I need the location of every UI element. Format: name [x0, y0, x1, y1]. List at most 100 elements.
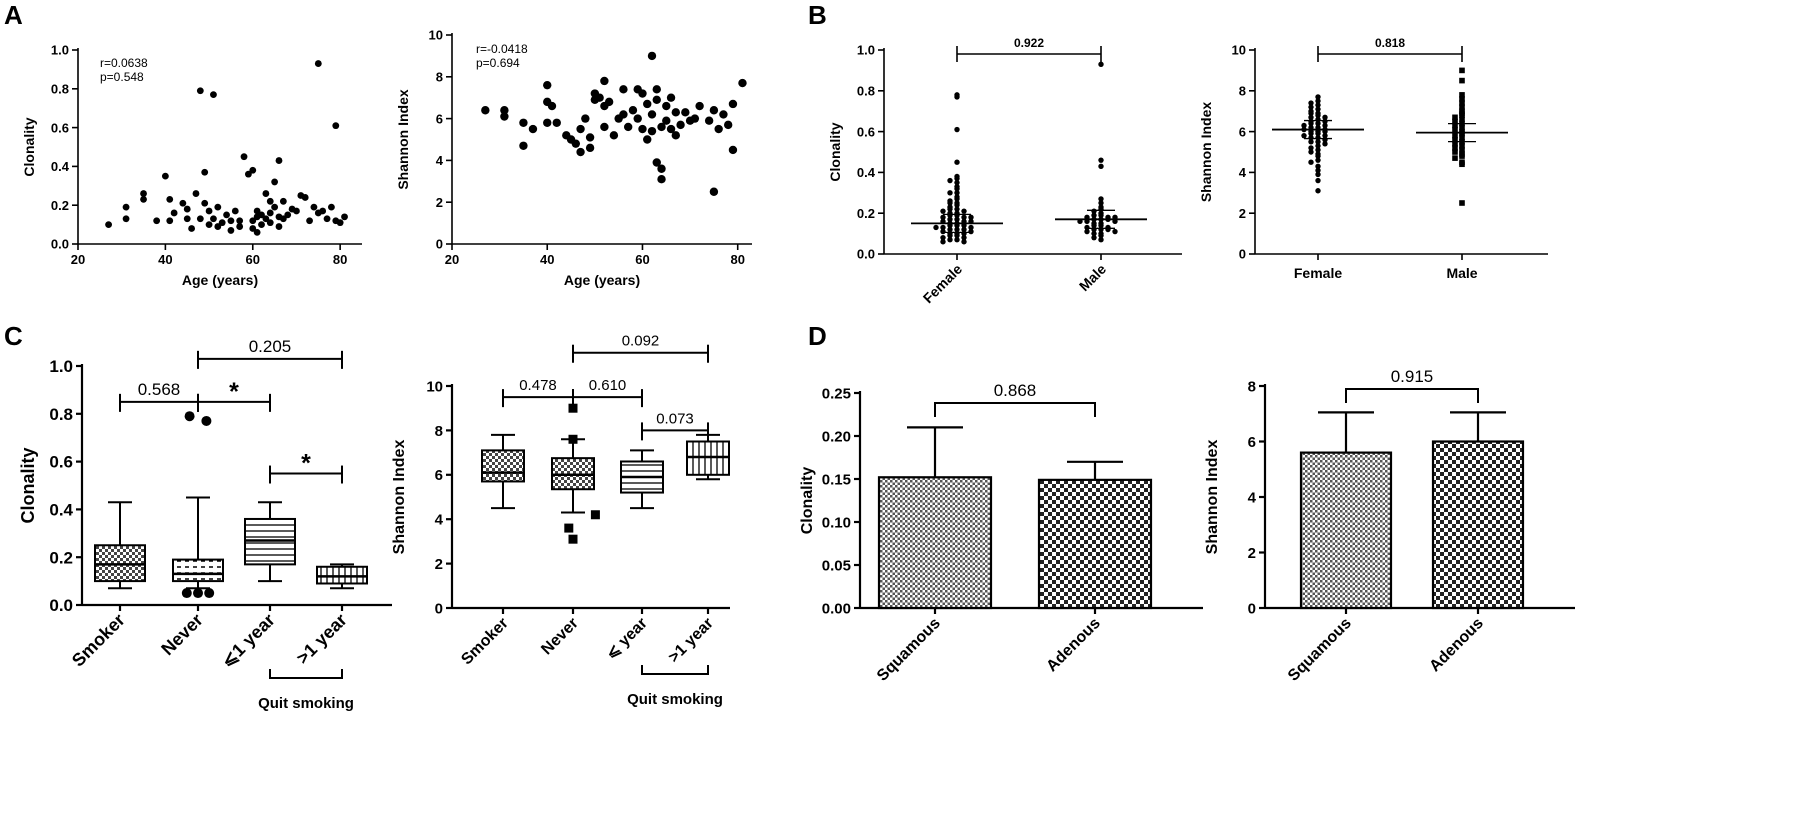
y-tick-label: 4 — [435, 512, 444, 529]
chart-d-clonality-histology: 0.00 0.05 0.10 0.15 0.20 0.25 Clonality Squamou… — [799, 381, 1203, 685]
data-point — [719, 110, 728, 119]
group-label: Quit smoking — [627, 691, 723, 708]
y-tick-label: 10 — [429, 28, 443, 43]
data-point — [1315, 106, 1321, 112]
x-tick-label: 60 — [635, 252, 649, 267]
data-point — [552, 118, 561, 127]
x-tick-label: 20 — [71, 252, 85, 267]
data-point — [1315, 120, 1321, 127]
data-point — [954, 126, 960, 133]
data-point — [657, 122, 666, 132]
y-tick-label: 0.8 — [49, 405, 73, 424]
y-tick-label: 0.2 — [51, 198, 69, 213]
data-point — [1308, 114, 1314, 121]
y-tick-label: 10 — [1232, 43, 1246, 58]
data-point — [1459, 130, 1465, 137]
data-point — [954, 94, 960, 100]
y-tick-label: 6 — [1239, 124, 1246, 139]
data-point — [940, 208, 946, 214]
data-point — [1308, 145, 1314, 151]
data-point — [585, 143, 595, 153]
stat-annotation: r=0.0638 — [100, 56, 148, 70]
data-point — [1315, 167, 1321, 174]
y-tick-label: 1.0 — [49, 357, 73, 376]
data-point — [681, 108, 690, 117]
data-point — [600, 122, 609, 132]
category-label: Female — [1294, 265, 1342, 281]
data-point — [954, 226, 960, 233]
data-point — [1308, 139, 1314, 145]
data-point — [262, 190, 270, 197]
data-point — [709, 106, 719, 115]
data-point — [652, 85, 661, 94]
data-point — [1459, 200, 1465, 206]
data-point — [671, 108, 681, 117]
data-point — [1091, 230, 1097, 237]
y-tick-label: 0.4 — [857, 165, 876, 180]
data-point — [332, 122, 340, 130]
y-tick-label: 2 — [435, 556, 443, 573]
data-point — [1098, 232, 1104, 239]
category-label: Never — [538, 615, 581, 658]
data-point — [647, 51, 657, 61]
y-tick-label: 0.2 — [857, 206, 875, 221]
panel-label-b: B — [808, 0, 827, 30]
data-point — [595, 93, 604, 102]
data-point — [275, 223, 283, 230]
y-tick-label: 0 — [436, 237, 443, 252]
chart-b-shannon-sex: 0 2 4 6 8 10 Shannon Index Female Male 0.818 — [1198, 36, 1548, 281]
y-axis-label: Clonality — [827, 122, 843, 181]
data-point — [1091, 212, 1097, 218]
y-tick-label: 6 — [435, 467, 443, 484]
y-tick-label: 2 — [1239, 206, 1246, 221]
data-point — [210, 91, 217, 99]
x-tick-label: 80 — [333, 252, 347, 267]
data-point — [1452, 114, 1458, 121]
data-point — [1315, 188, 1321, 194]
chart-c-clonality-smoking: 0.0 0.2 0.4 0.6 0.8 1.0 Clonality Smoker Never ⩽1… — [18, 337, 392, 712]
panel-label-d: D — [808, 321, 827, 351]
data-point — [519, 118, 528, 127]
data-point — [1308, 149, 1314, 155]
data-point — [1315, 102, 1321, 108]
data-point — [940, 224, 946, 231]
data-point — [249, 166, 257, 174]
data-point — [709, 187, 719, 196]
y-tick-label: 0.0 — [51, 237, 69, 252]
bar — [1431, 440, 1525, 610]
data-point — [619, 85, 628, 94]
data-point — [214, 203, 222, 211]
y-tick-label: 4 — [1248, 489, 1257, 506]
data-point — [1452, 145, 1458, 151]
data-point — [528, 124, 538, 134]
data-point — [122, 215, 130, 223]
data-point — [262, 215, 270, 223]
y-tick-label: 8 — [435, 423, 443, 440]
data-point — [676, 120, 685, 130]
y-tick-label: 0.8 — [857, 83, 875, 98]
x-tick-label: 40 — [158, 252, 172, 267]
data-point — [633, 114, 642, 123]
outlier-point — [564, 523, 574, 533]
data-point — [1315, 143, 1321, 149]
data-point — [947, 177, 953, 184]
data-point — [947, 216, 953, 223]
data-point — [1322, 114, 1328, 121]
data-point — [947, 206, 953, 212]
data-point — [628, 106, 638, 115]
data-point — [214, 223, 222, 230]
data-point — [1315, 139, 1321, 145]
data-point — [1459, 96, 1465, 102]
y-tick-label: 1.0 — [51, 43, 69, 58]
data-point — [954, 175, 960, 182]
data-point — [1315, 94, 1321, 100]
data-point — [1308, 120, 1314, 127]
comparison-bracket — [269, 472, 343, 484]
data-point — [1315, 147, 1321, 153]
data-point — [954, 190, 960, 196]
data-point — [279, 215, 287, 223]
data-point — [1315, 171, 1321, 178]
data-point — [714, 124, 723, 134]
data-point — [643, 99, 652, 109]
data-point — [738, 78, 747, 88]
